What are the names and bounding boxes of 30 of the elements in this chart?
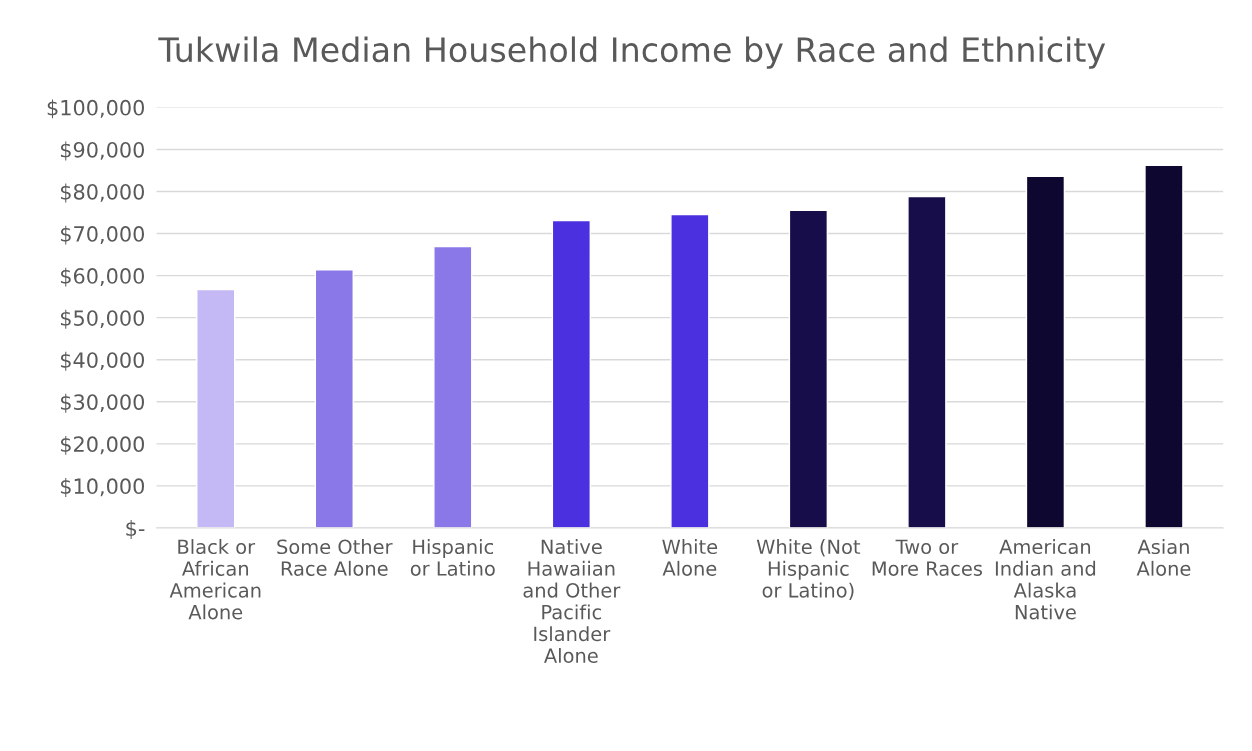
bar xyxy=(1025,175,1066,528)
y-tick-label: $50,000 xyxy=(60,309,144,329)
bar xyxy=(788,209,829,528)
x-tick-label: White (Not Hispanic or Latino) xyxy=(756,539,861,600)
y-tick-label: $40,000 xyxy=(60,351,144,371)
y-tick-label: $10,000 xyxy=(60,477,144,497)
bar xyxy=(551,219,591,528)
chart-title: Tukwila Median Household Income by Race and Ethnicity xyxy=(158,36,1106,69)
x-tick-label: Asian Alone xyxy=(1136,539,1191,576)
y-tick-label: $30,000 xyxy=(60,393,144,413)
x-tick-label: Native Hawaiian and Other Pacific Islander Alone xyxy=(523,539,621,663)
x-tick-label: Hispanic or Latino xyxy=(410,539,495,576)
x-tick-label: Two or More Races xyxy=(872,539,983,576)
y-tick-label: $20,000 xyxy=(60,435,144,455)
x-tick-label: Some Other Race Alone xyxy=(277,539,393,576)
x-tick-label: American Indian and Alaska Native xyxy=(995,539,1096,620)
bar xyxy=(196,288,236,528)
y-tick-label: $- xyxy=(126,520,145,539)
bar xyxy=(1144,164,1184,528)
bar xyxy=(433,245,473,528)
bar xyxy=(907,195,947,528)
x-tick-label: Black or African American Alone xyxy=(169,539,261,620)
y-tick-label: $100,000 xyxy=(47,99,144,119)
bar xyxy=(314,269,354,528)
y-tick-label: $80,000 xyxy=(60,183,144,203)
y-tick-label: $90,000 xyxy=(60,141,144,161)
y-tick-label: $60,000 xyxy=(60,267,144,287)
bar xyxy=(670,213,710,528)
y-tick-label: $70,000 xyxy=(60,225,144,245)
x-tick-label: White Alone xyxy=(662,539,718,576)
